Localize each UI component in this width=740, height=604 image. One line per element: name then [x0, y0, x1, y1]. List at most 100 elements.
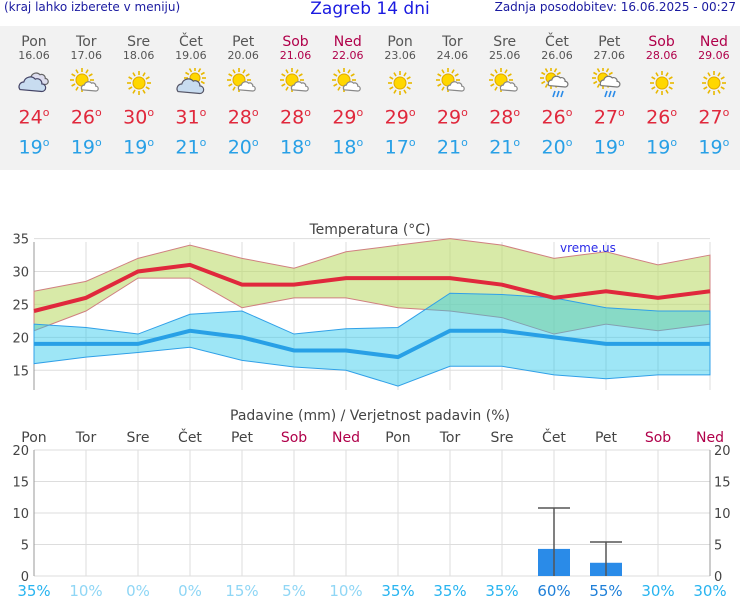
degree-sign: o — [147, 136, 155, 150]
precipitation-title: Padavine (mm) / Verjetnost padavin (%) — [230, 408, 510, 424]
sun-ray — [200, 71, 205, 76]
precip-day-label: Tor — [75, 430, 97, 446]
sun-ray — [664, 89, 669, 94]
y-tick-label: 25 — [12, 298, 29, 313]
temp-max: 24o — [8, 102, 60, 128]
forecast-day: Ned 22.06 29o 18o — [322, 26, 374, 159]
forecast-day: Tor 24.06 29o 21o — [426, 26, 478, 159]
cloud-shape — [176, 78, 205, 95]
temp-max-value: 26 — [70, 106, 96, 129]
sun-ray — [85, 69, 89, 74]
y-tick-label-right: 10 — [714, 507, 731, 522]
sun-ray — [337, 69, 341, 74]
degree-sign: o — [95, 106, 102, 119]
day-date: 29.06 — [698, 49, 730, 62]
sun-ray — [403, 72, 407, 77]
day-date: 21.06 — [279, 49, 312, 62]
temp-min-value: 20 — [227, 136, 252, 159]
sun-cloud-icon — [279, 68, 309, 92]
temp-min-value: 19 — [18, 136, 43, 159]
sun-ray — [406, 86, 411, 90]
sun-ray — [707, 72, 711, 77]
temp-min: 20o — [217, 132, 269, 158]
temp-min-value: 20 — [541, 136, 566, 159]
cloud-shape — [547, 75, 569, 88]
temp-max-value: 28 — [489, 106, 514, 129]
sun-ray — [556, 71, 561, 76]
sun-rain-icon — [540, 68, 569, 98]
cloud-sun-icon — [176, 68, 206, 95]
sun-ray — [75, 69, 79, 74]
temp-max-value: 30 — [123, 106, 148, 129]
sun-ray — [197, 68, 202, 73]
last-update: Zadnja posodobitev: 16.06.2025 - 00:27 — [494, 0, 736, 14]
charts-svg: Temperatura (°C) 15 20 25 30 35 vreme.us Padavi… — [12, 222, 731, 600]
sun-ray — [228, 83, 233, 87]
temp-max-value: 28 — [227, 106, 252, 129]
forecast-day: Pet 27.06 27o 19o — [583, 26, 635, 159]
degree-sign: o — [461, 106, 468, 119]
precip-day-label: Sre — [491, 430, 514, 446]
temp-max: 30o — [113, 102, 165, 128]
day-name: Sob — [282, 34, 309, 50]
sun-ray — [597, 83, 601, 88]
day-name: Tor — [76, 34, 97, 50]
cloud-shape — [447, 81, 466, 92]
temp-max-value: 26 — [646, 106, 671, 129]
sun-ray — [200, 80, 205, 85]
precip-day-label: Pon — [21, 430, 46, 446]
precip-day-label: Pet — [231, 430, 254, 446]
temp-max-value: 29 — [332, 106, 357, 129]
temp-max: 28o — [217, 102, 269, 128]
temp-max: 28o — [270, 102, 322, 128]
temp-max-value: 31 — [175, 106, 200, 129]
degree-sign: o — [199, 106, 207, 119]
sun-ray — [232, 69, 236, 74]
y-tick-label: 20 — [12, 331, 29, 346]
sun-ray — [668, 76, 673, 80]
temp-min: 21o — [165, 132, 217, 158]
temp-min-value: 18 — [280, 136, 305, 159]
temp-max-value: 28 — [280, 106, 305, 129]
forecast-day: Pet 20.06 28o 20o — [217, 26, 269, 159]
cloudy-icon — [18, 72, 49, 93]
temp-min-value: 19 — [698, 136, 723, 159]
sun-ray — [228, 73, 233, 77]
temp-max-value: 27 — [698, 106, 723, 129]
precip-probability-label: 55% — [589, 582, 622, 600]
y-tick-label: 35 — [12, 233, 29, 248]
sun-ray — [350, 73, 355, 77]
sun-ray — [131, 72, 136, 77]
sun-icon — [388, 71, 413, 95]
sun-ray — [333, 83, 338, 87]
degree-sign: o — [95, 136, 102, 150]
day-date: 25.06 — [488, 49, 521, 62]
day-date: 17.06 — [70, 49, 103, 62]
temp-max-value: 29 — [384, 106, 409, 129]
precip-day-label: Čet — [178, 428, 202, 446]
temp-min: 21o — [479, 132, 531, 158]
precip-day-label: Sre — [127, 430, 150, 446]
tmax-line — [33, 262, 711, 313]
forecast-day: Sob 21.06 28o 18o — [270, 26, 322, 159]
precip-probability-label: 35% — [485, 582, 518, 600]
sun-ray — [703, 76, 708, 80]
forecast-day: Ned 29.06 27o 19o — [688, 26, 740, 159]
precip-probability-label: 15% — [225, 582, 258, 600]
y-tick-label-right: 5 — [714, 539, 722, 554]
precip-probability-label: 0% — [126, 582, 150, 600]
degree-sign: o — [251, 136, 259, 150]
temp-min-value: 19 — [646, 136, 671, 159]
sun-ray — [503, 69, 508, 74]
degree-sign: o — [251, 106, 259, 119]
precip-probability-label: 60% — [537, 582, 570, 600]
rain-drop — [560, 90, 564, 98]
degree-sign: o — [461, 136, 468, 150]
y-tick-label-right: 20 — [714, 444, 731, 459]
day-date: 18.06 — [122, 49, 155, 62]
sun-ray — [608, 71, 614, 76]
y-tick-label-left: 0 — [21, 570, 29, 585]
sun-ray — [188, 68, 193, 73]
rain-drop — [604, 90, 609, 98]
temp-max: 29o — [322, 102, 374, 128]
